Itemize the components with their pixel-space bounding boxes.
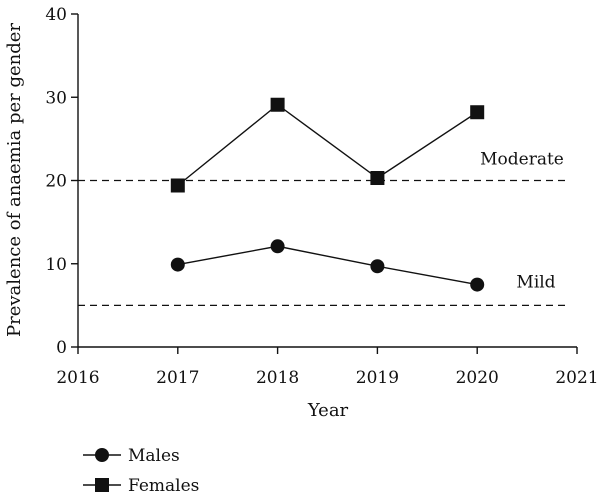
series-males [170, 239, 485, 292]
reference-label-moderate: Moderate [480, 150, 564, 170]
data-point-males-2017 [170, 257, 185, 272]
y-tick-label-30: 30 [45, 88, 67, 108]
data-point-males-2019 [370, 259, 385, 274]
legend-item-females: Females [83, 476, 199, 496]
legend-label-females: Females [128, 476, 199, 496]
reference-label-mild: Mild [516, 272, 555, 292]
legend-marker-males [95, 448, 109, 462]
series-layer [170, 97, 485, 292]
data-point-females-2019 [370, 171, 385, 186]
x-tick-label-2020: 2020 [456, 368, 499, 388]
data-point-males-2018 [270, 239, 285, 254]
x-tick-label-2017: 2017 [156, 368, 199, 388]
legend-item-males: Males [83, 446, 180, 466]
y-tick-label-10: 10 [45, 255, 67, 275]
reference-lines: Moderate Mild [78, 150, 567, 307]
data-point-males-2020 [470, 277, 485, 292]
legend-marker-females [95, 478, 109, 492]
data-point-females-2017 [170, 178, 185, 193]
data-point-females-2020 [470, 105, 485, 120]
y-tick-label-0: 0 [56, 338, 67, 358]
x-tick-label-2018: 2018 [256, 368, 299, 388]
x-tick-label-2016: 2016 [56, 368, 99, 388]
x-tick-label-2019: 2019 [356, 368, 399, 388]
data-point-females-2018 [270, 97, 285, 112]
x-axis-title: Year [307, 400, 349, 421]
x-ticks: 2016 2017 2018 2019 2020 2021 [56, 347, 599, 388]
x-tick-label-2021: 2021 [555, 368, 598, 388]
legend: Males Females [83, 446, 199, 496]
y-ticks: 0 10 20 30 40 [45, 5, 78, 358]
series-line-females [177, 103, 478, 187]
series-females [170, 97, 485, 193]
y-tick-label-20: 20 [45, 172, 67, 192]
legend-label-males: Males [128, 446, 180, 466]
y-tick-label-40: 40 [45, 5, 67, 25]
series-line-males [177, 245, 478, 286]
y-axis-title: Prevalence of anaemia per gender [4, 23, 25, 337]
